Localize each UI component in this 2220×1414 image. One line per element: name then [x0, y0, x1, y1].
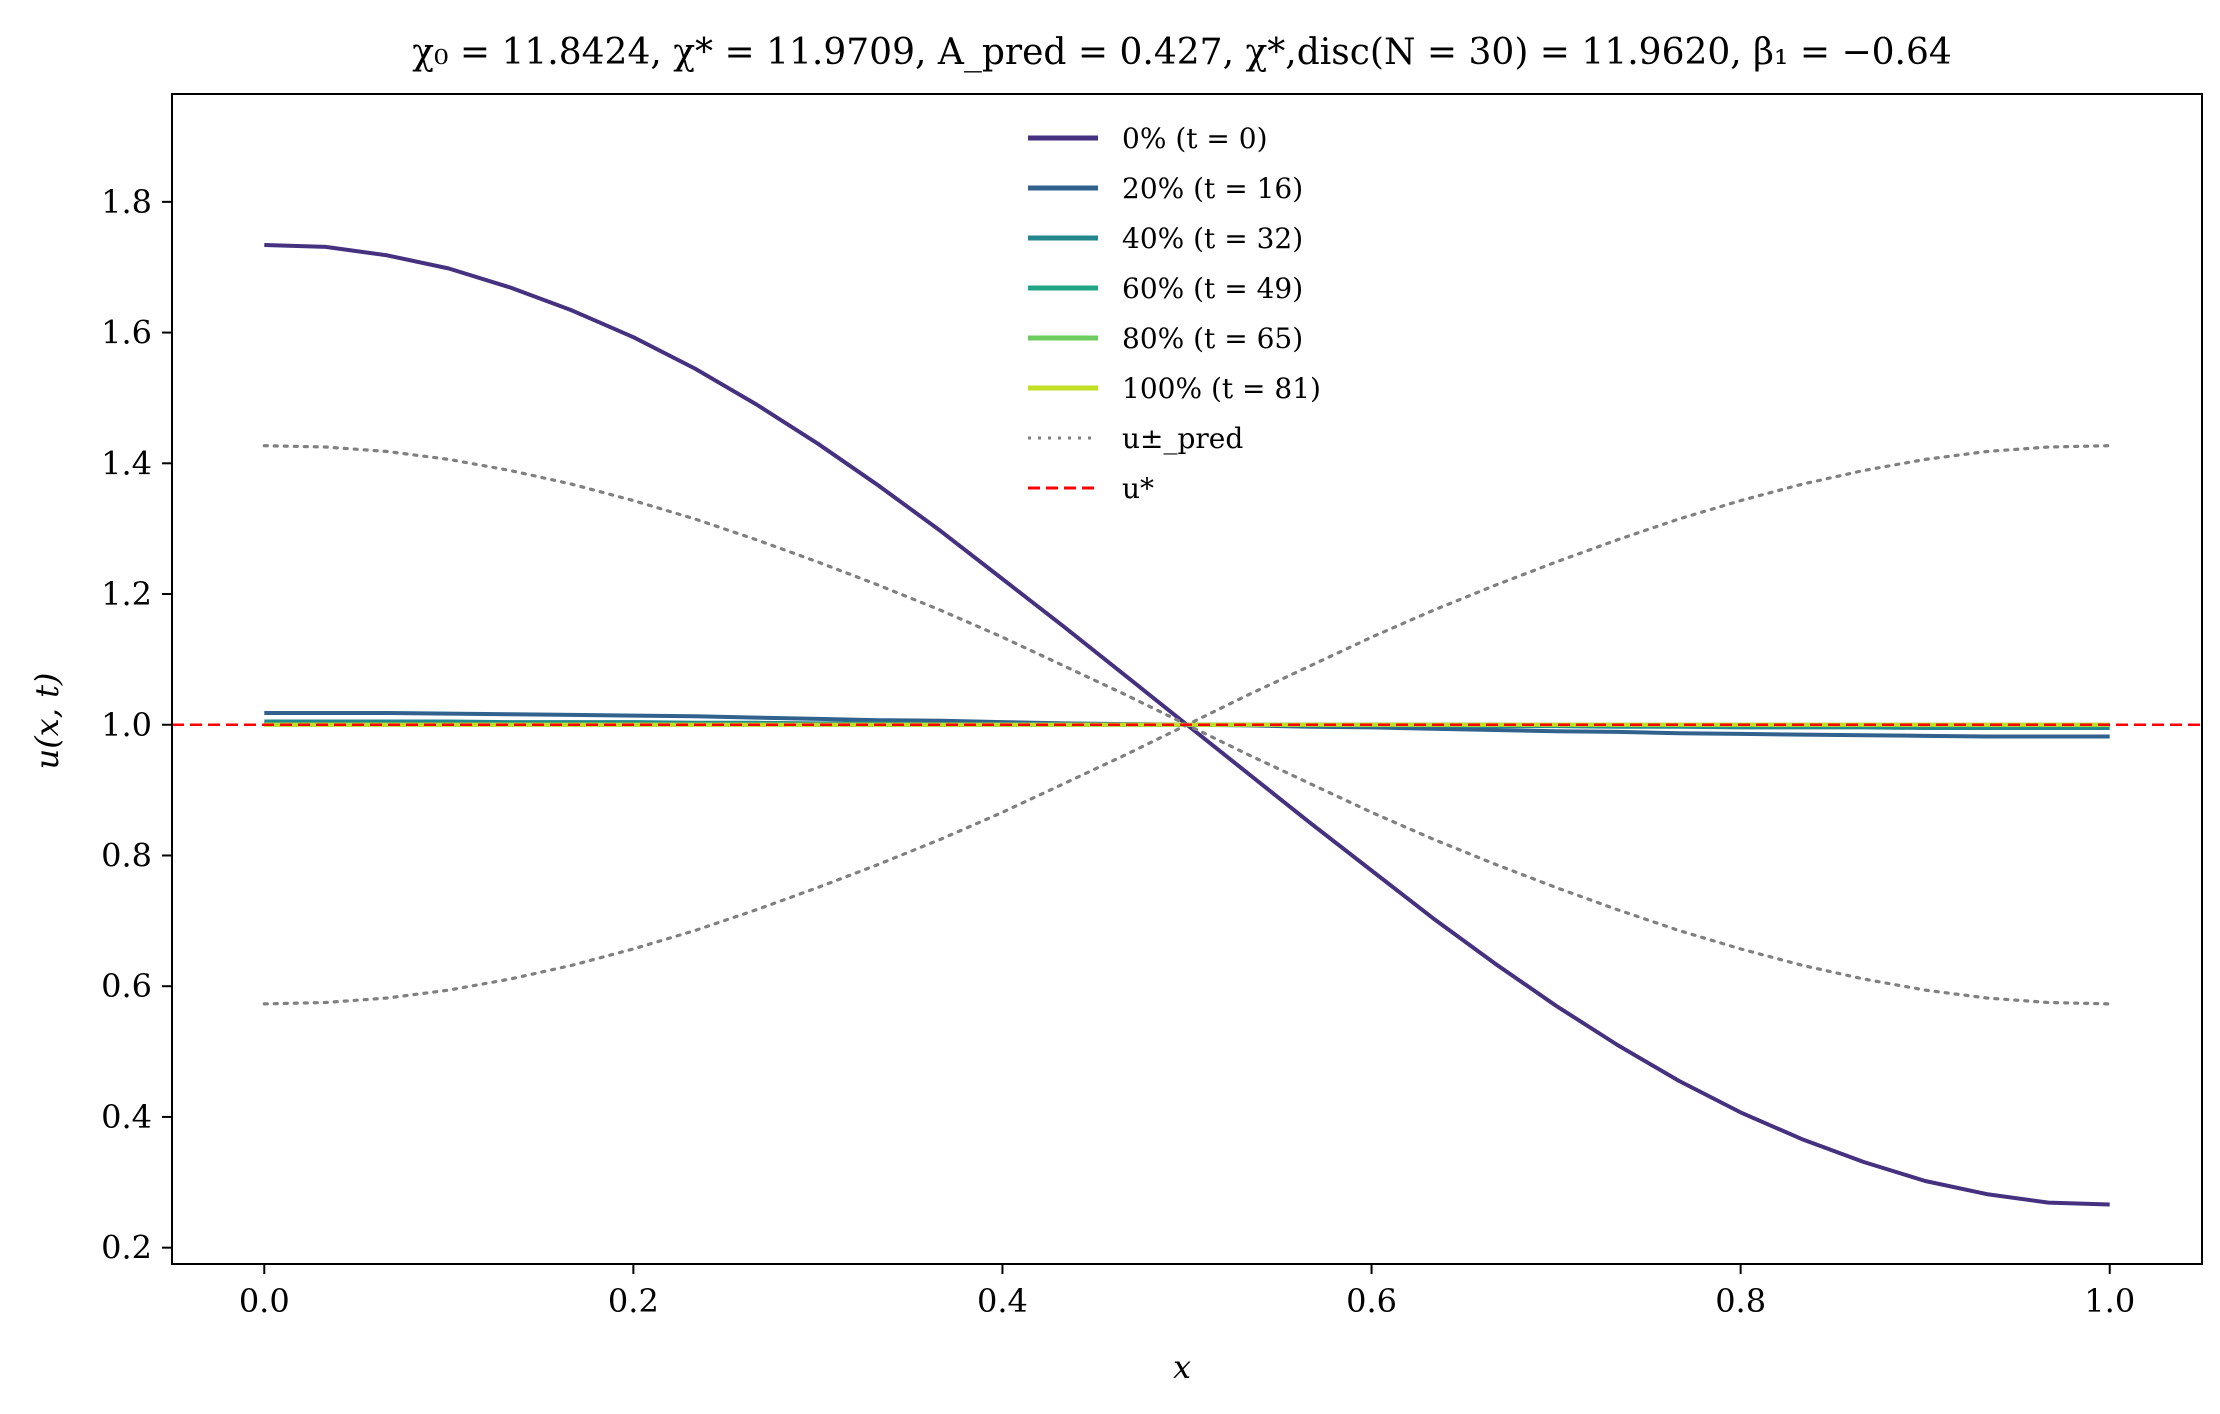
legend-label: 80% (t = 65) [1122, 322, 1303, 355]
y-tick-label: 1.8 [101, 183, 152, 221]
legend-label: 20% (t = 16) [1122, 172, 1303, 205]
x-axis-label: x [1173, 1348, 1191, 1386]
legend-label: 100% (t = 81) [1122, 372, 1321, 405]
y-tick-label: 1.0 [101, 706, 152, 744]
series-group [172, 243, 2202, 1207]
plot-area [172, 243, 2202, 1207]
y-tick-label: 1.2 [101, 575, 152, 613]
legend: 0% (t = 0) 20% (t = 16) 40% (t = 32) 60% (t… [1028, 122, 1321, 505]
x-tick-label: 0.6 [1346, 1282, 1397, 1320]
y-tick-label: 0.4 [101, 1098, 152, 1136]
legend-label: 0% (t = 0) [1122, 122, 1268, 155]
x-tick-label: 0.0 [239, 1282, 290, 1320]
y-tick-label: 1.6 [101, 314, 152, 352]
x-tick-label: 0.8 [1715, 1282, 1766, 1320]
y-axis-label: u(x, t) [28, 673, 66, 770]
y-tick-label: 0.2 [101, 1229, 152, 1267]
y-tick-label: 0.6 [101, 967, 152, 1005]
chart-title: χ₀ = 11.8424, χ* = 11.9709, A_pred = 0.4… [412, 32, 1952, 73]
axes-frame [171, 93, 2203, 1265]
axes: 0.0 0.2 0.4 0.6 0.8 1.0 0.2 0.4 0.6 0.8 1.0 1.2 1.4 1… [101, 93, 2203, 1320]
x-tick-label: 1.0 [2084, 1282, 2135, 1320]
x-tick-label: 0.4 [977, 1282, 1028, 1320]
legend-label: 40% (t = 32) [1122, 222, 1303, 255]
x-tick-label: 0.2 [608, 1282, 659, 1320]
legend-label: 60% (t = 49) [1122, 272, 1303, 305]
legend-label: u±_pred [1122, 422, 1243, 455]
legend-label: u* [1122, 472, 1154, 505]
y-tick-label: 1.4 [101, 444, 152, 482]
y-tick-label: 0.8 [101, 836, 152, 874]
